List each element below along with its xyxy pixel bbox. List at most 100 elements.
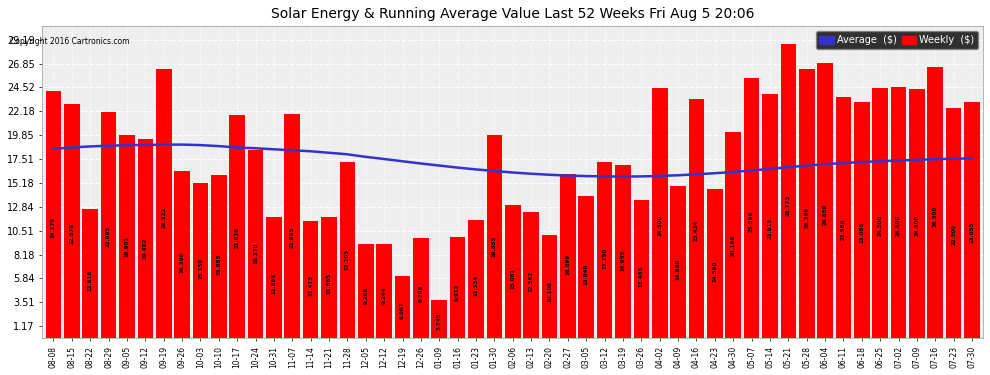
Bar	[432, 300, 447, 338]
Bar	[174, 171, 190, 338]
Text: 11.865: 11.865	[327, 273, 332, 294]
Bar	[358, 244, 373, 338]
Text: 24.600: 24.600	[896, 214, 901, 236]
Text: 21.820: 21.820	[235, 227, 240, 248]
Bar	[284, 114, 300, 338]
Bar	[707, 189, 723, 338]
Text: 3.745: 3.745	[437, 312, 442, 330]
Text: 23.085: 23.085	[859, 221, 864, 243]
Text: 26.322: 26.322	[161, 207, 166, 228]
Bar	[891, 87, 907, 338]
Text: 11.534: 11.534	[473, 274, 478, 296]
Bar	[340, 162, 355, 338]
Text: 18.370: 18.370	[253, 243, 258, 264]
Bar	[560, 174, 575, 338]
Text: 17.250: 17.250	[602, 248, 607, 269]
Bar	[909, 88, 925, 338]
Text: 25.396: 25.396	[749, 211, 754, 232]
Text: 26.369: 26.369	[804, 206, 809, 228]
Text: 13.061: 13.061	[510, 267, 515, 289]
Text: 22.500: 22.500	[951, 224, 956, 245]
Bar	[395, 276, 410, 338]
Text: Copyright 2016 Cartronics.com: Copyright 2016 Cartronics.com	[10, 38, 130, 46]
Text: 13.465: 13.465	[639, 266, 644, 287]
Bar	[780, 44, 796, 338]
Bar	[101, 112, 117, 338]
Text: 24.178: 24.178	[50, 216, 56, 237]
Bar	[266, 216, 282, 338]
Bar	[524, 212, 539, 338]
Bar	[413, 238, 429, 338]
Text: 28.773: 28.773	[786, 195, 791, 216]
Text: 9.912: 9.912	[455, 284, 460, 301]
Bar	[615, 165, 631, 338]
Bar	[872, 88, 888, 338]
Text: 9.244: 9.244	[382, 287, 387, 304]
Bar	[542, 235, 557, 338]
Text: 23.424: 23.424	[694, 220, 699, 241]
Text: 23.580: 23.580	[841, 219, 845, 240]
Bar	[449, 237, 465, 338]
Bar	[486, 135, 502, 338]
Bar	[818, 63, 833, 338]
Text: 13.949: 13.949	[584, 263, 589, 285]
Text: 23.085: 23.085	[969, 221, 974, 243]
Bar	[505, 205, 521, 338]
Text: 24.500: 24.500	[878, 215, 883, 236]
Text: 24.500: 24.500	[657, 215, 662, 236]
Bar	[321, 217, 337, 338]
Text: 12.618: 12.618	[88, 270, 93, 291]
Bar	[138, 139, 153, 338]
Text: 23.915: 23.915	[767, 217, 772, 239]
Text: 9.748: 9.748	[419, 285, 424, 302]
Bar	[726, 132, 742, 338]
Bar	[193, 183, 208, 338]
Bar	[634, 201, 649, 338]
Text: 17.205: 17.205	[345, 248, 349, 270]
Text: 16.390: 16.390	[179, 252, 184, 273]
Title: Solar Energy & Running Average Value Last 52 Weeks Fri Aug 5 20:06: Solar Energy & Running Average Value Las…	[271, 7, 754, 21]
Text: 15.985: 15.985	[217, 254, 222, 275]
Text: 26.500: 26.500	[933, 206, 938, 227]
Text: 19.901: 19.901	[125, 236, 130, 257]
Bar	[82, 209, 98, 338]
Text: 10.108: 10.108	[547, 281, 552, 302]
Text: 11.413: 11.413	[308, 275, 313, 296]
Bar	[945, 108, 961, 338]
Bar	[230, 115, 245, 338]
Text: 9.208: 9.208	[363, 287, 368, 304]
Bar	[597, 162, 613, 338]
Bar	[468, 220, 484, 338]
Bar	[64, 104, 79, 338]
Bar	[689, 99, 704, 338]
Text: 6.067: 6.067	[400, 302, 405, 319]
Bar	[211, 175, 227, 338]
Bar	[836, 97, 851, 338]
Bar	[928, 67, 943, 338]
Bar	[578, 195, 594, 338]
Bar	[248, 150, 263, 338]
Text: 20.166: 20.166	[731, 235, 736, 256]
Bar	[762, 94, 778, 338]
Bar	[670, 186, 686, 338]
Text: 26.869: 26.869	[823, 204, 828, 225]
Bar	[854, 102, 869, 338]
Text: 16.099: 16.099	[565, 254, 570, 275]
Bar	[799, 69, 815, 338]
Bar	[964, 102, 980, 338]
Bar	[155, 69, 171, 338]
Text: 14.890: 14.890	[675, 259, 680, 280]
Legend: Average  ($), Weekly  ($): Average ($), Weekly ($)	[816, 31, 978, 49]
Bar	[119, 135, 135, 338]
Bar	[46, 91, 61, 338]
Text: 21.895: 21.895	[290, 227, 295, 248]
Text: 12.362: 12.362	[529, 271, 534, 292]
Text: 14.590: 14.590	[713, 260, 718, 282]
Bar	[376, 244, 392, 338]
Text: 16.955: 16.955	[621, 249, 626, 271]
Bar	[652, 88, 667, 338]
Text: 11.895: 11.895	[271, 273, 276, 294]
Text: 19.492: 19.492	[143, 238, 148, 259]
Text: 15.150: 15.150	[198, 258, 203, 279]
Text: 22.879: 22.879	[69, 222, 74, 243]
